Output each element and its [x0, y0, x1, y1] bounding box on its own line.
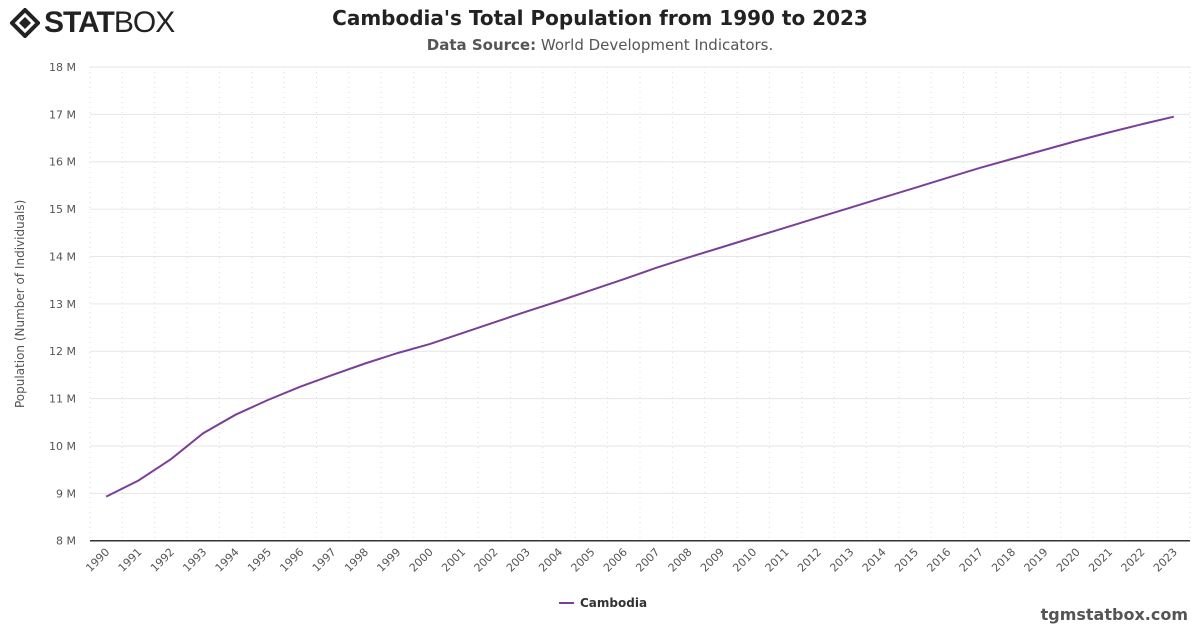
x-tick-label: 2003 — [504, 546, 533, 575]
x-tick-label: 2005 — [569, 546, 598, 575]
x-tick-label: 2015 — [892, 546, 921, 575]
y-tick-label: 16 M — [49, 156, 76, 169]
y-tick-label: 12 M — [49, 345, 76, 358]
source-value: World Development Indicators. — [540, 36, 774, 54]
x-tick-label: 2012 — [795, 546, 824, 575]
y-tick-label: 11 M — [49, 393, 76, 406]
y-tick-label: 15 M — [49, 203, 76, 216]
x-tick-label: 2016 — [924, 546, 953, 575]
x-tick-label: 2002 — [472, 546, 501, 575]
x-tick-label: 2010 — [730, 546, 759, 575]
x-tick-label: 1993 — [180, 546, 209, 575]
x-tick-label: 2019 — [1022, 546, 1051, 575]
x-tick-label: 2007 — [633, 546, 662, 575]
x-tick-label: 2013 — [827, 546, 856, 575]
source-label: Data Source: — [426, 36, 537, 54]
x-tick-label: 1991 — [116, 546, 145, 575]
x-tick-label: 2008 — [666, 546, 695, 575]
y-tick-label: 10 M — [49, 440, 76, 453]
x-tick-label: 1995 — [245, 546, 274, 575]
y-tick-label: 9 M — [56, 487, 76, 500]
x-tick-label: 2009 — [698, 546, 727, 575]
y-tick-label: 14 M — [49, 250, 76, 263]
x-tick-label: 2021 — [1086, 546, 1115, 575]
x-tick-label: 2006 — [601, 546, 630, 575]
x-tick-label: 2017 — [957, 546, 986, 575]
x-tick-label: 2023 — [1151, 546, 1180, 575]
chart-subtitle: Data Source: World Development Indicator… — [0, 36, 1200, 54]
chart-title: Cambodia's Total Population from 1990 to… — [332, 6, 868, 30]
x-tick-label: 2004 — [536, 546, 565, 575]
x-tick-label: 2001 — [439, 546, 468, 575]
x-tick-label: 1999 — [374, 546, 403, 575]
x-tick-label: 1997 — [310, 546, 339, 575]
x-tick-label: 1994 — [213, 546, 242, 575]
x-tick-label: 2022 — [1119, 546, 1148, 575]
y-tick-label: 17 M — [49, 108, 76, 121]
x-tick-label: 2018 — [989, 546, 1018, 575]
x-tick-label: 2011 — [763, 546, 792, 575]
logo-light: BOX — [113, 6, 175, 39]
y-tick-label: 13 M — [49, 298, 76, 311]
site-watermark: tgmstatbox.com — [1040, 605, 1188, 624]
x-tick-label: 1998 — [342, 546, 371, 575]
x-tick-label: 2020 — [1054, 546, 1083, 575]
x-tick-label: 1996 — [277, 546, 306, 575]
y-tick-label: 18 M — [49, 61, 76, 74]
statbox-logo: STATBOX — [10, 6, 175, 40]
x-tick-label: 2000 — [407, 546, 436, 575]
y-axis-title: Population (Number of Individuals) — [13, 200, 27, 408]
x-tick-label: 1992 — [148, 546, 177, 575]
diamond-logo-icon — [10, 8, 40, 38]
legend-item[interactable]: Cambodia — [580, 596, 647, 610]
logo-bold: STAT — [44, 6, 115, 39]
series-line-cambodia — [105, 115, 1175, 498]
y-tick-label: 8 M — [56, 535, 76, 548]
x-tick-label: 2014 — [860, 546, 889, 575]
x-tick-label: 1990 — [83, 546, 112, 575]
